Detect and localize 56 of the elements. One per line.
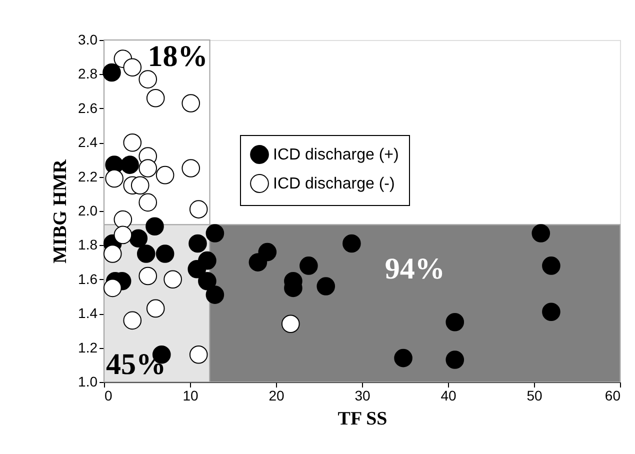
x-tick-label: 40: [440, 388, 456, 404]
point: [248, 253, 268, 272]
point: [342, 234, 361, 253]
point: [102, 63, 121, 82]
band-label: 94%: [384, 252, 445, 286]
point: [300, 256, 318, 275]
y-tick-label: 1.4: [78, 305, 98, 322]
point: [164, 270, 182, 289]
y-tick-label: 2.6: [78, 100, 98, 116]
x-tick-label: 20: [268, 388, 284, 404]
point: [146, 217, 164, 236]
y-tick-label: 2.4: [78, 134, 98, 150]
point: [198, 272, 216, 290]
point: [138, 266, 158, 286]
point: [281, 314, 300, 334]
point: [206, 286, 224, 304]
y-tick-label: 1.8: [78, 236, 98, 253]
x-tick-label: 60: [604, 388, 621, 404]
x-tick-label: 50: [526, 388, 542, 404]
point: [542, 302, 560, 322]
band-label: 18%: [148, 40, 208, 73]
x-tick-label: 30: [354, 388, 370, 404]
point: [156, 244, 174, 263]
point: [542, 256, 560, 275]
point: [446, 313, 464, 332]
point: [129, 229, 148, 248]
point: [206, 224, 224, 242]
point: [123, 311, 142, 330]
y-tick-label: 2.0: [78, 202, 98, 218]
y-tick-label: 2.8: [78, 66, 98, 82]
point: [114, 226, 132, 244]
y-tick-label: 1.0: [78, 374, 98, 390]
point: [130, 176, 150, 194]
y-tick-label: 1.2: [78, 339, 98, 356]
legend-label: ICD discharge (+): [273, 146, 399, 164]
x-axis-title: TF SS: [338, 408, 388, 430]
y-tick-label: 1.6: [78, 270, 98, 287]
point: [189, 345, 208, 364]
point: [188, 260, 206, 278]
x-tick-label: 0: [104, 388, 112, 404]
point: [120, 156, 139, 174]
x-tick-label: 10: [182, 388, 198, 404]
y-tick-label: 2.2: [78, 168, 98, 184]
point: [103, 244, 122, 263]
point: [316, 277, 336, 296]
point: [394, 348, 412, 368]
point: [103, 278, 122, 298]
point: [146, 299, 165, 318]
band-label: 45%: [106, 348, 166, 381]
point: [446, 350, 464, 369]
legend-label: ICD discharge (-): [273, 176, 395, 192]
y-tick-label: 3.0: [78, 32, 98, 48]
point: [188, 234, 207, 253]
point: [532, 224, 550, 242]
y-axis-title: MIBG HMR: [50, 159, 72, 264]
point: [136, 244, 156, 263]
